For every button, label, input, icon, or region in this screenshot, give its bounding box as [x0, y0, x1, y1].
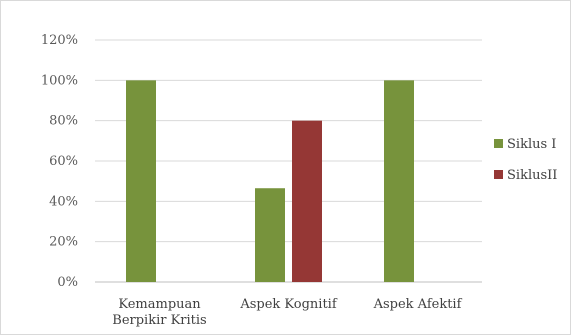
y-tick-label: 80% — [49, 114, 78, 129]
category-label: Berpikir Kritis — [112, 313, 206, 328]
y-tick-label: 120% — [41, 33, 78, 48]
category-label: Kemampuan — [118, 297, 201, 312]
y-tick-label: 60% — [49, 154, 78, 169]
category-label: Aspek Kognitif — [239, 297, 338, 312]
y-tick-label: 40% — [49, 194, 78, 209]
legend-label: Siklus I — [507, 137, 556, 152]
y-tick-label: 100% — [41, 73, 78, 88]
y-tick-label: 20% — [49, 235, 78, 250]
bar-siklusii — [292, 120, 322, 283]
legend-swatch — [494, 139, 503, 148]
y-tick-label: 0% — [57, 275, 78, 290]
legend-label: SiklusII — [507, 168, 557, 183]
bar-siklus-i — [126, 80, 156, 282]
legend-swatch — [494, 170, 503, 179]
category-label: Aspek Afektif — [373, 297, 463, 312]
bar-siklus-i — [255, 188, 285, 282]
bar-siklus-i — [384, 80, 414, 282]
